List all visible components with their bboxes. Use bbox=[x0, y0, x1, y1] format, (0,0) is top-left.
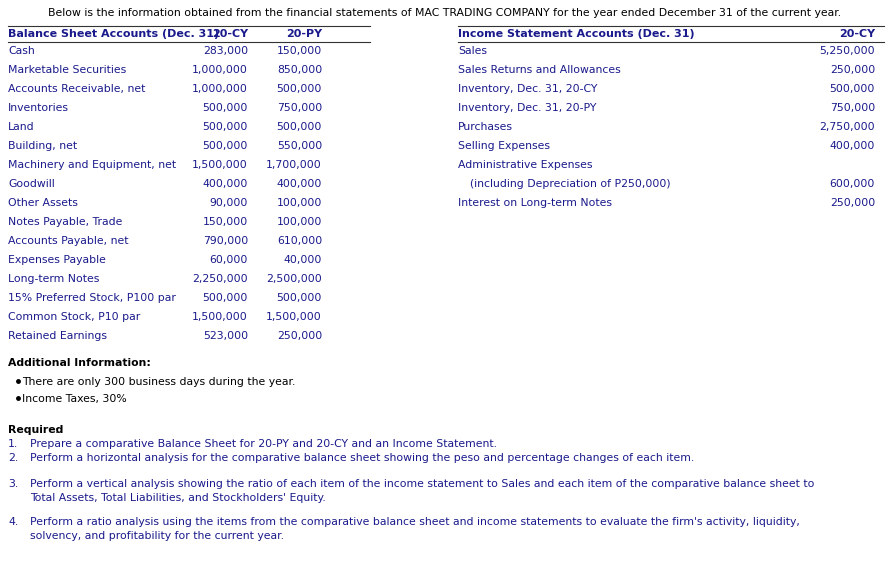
Text: 500,000: 500,000 bbox=[276, 293, 322, 303]
Text: 400,000: 400,000 bbox=[203, 179, 248, 189]
Text: 500,000: 500,000 bbox=[276, 84, 322, 94]
Text: Notes Payable, Trade: Notes Payable, Trade bbox=[8, 217, 123, 227]
Text: Interest on Long-term Notes: Interest on Long-term Notes bbox=[458, 198, 612, 208]
Text: 4.: 4. bbox=[8, 517, 19, 527]
Text: 250,000: 250,000 bbox=[276, 331, 322, 341]
Text: Sales: Sales bbox=[458, 46, 487, 56]
Text: 150,000: 150,000 bbox=[276, 46, 322, 56]
Text: 400,000: 400,000 bbox=[276, 179, 322, 189]
Text: 610,000: 610,000 bbox=[276, 236, 322, 246]
Text: Perform a vertical analysis showing the ratio of each item of the income stateme: Perform a vertical analysis showing the … bbox=[30, 479, 814, 489]
Text: 500,000: 500,000 bbox=[203, 103, 248, 113]
Text: 2,500,000: 2,500,000 bbox=[266, 274, 322, 284]
Text: Long-term Notes: Long-term Notes bbox=[8, 274, 100, 284]
Text: 20-CY: 20-CY bbox=[212, 29, 248, 39]
Text: (including Depreciation of P250,000): (including Depreciation of P250,000) bbox=[470, 179, 670, 189]
Text: 250,000: 250,000 bbox=[829, 198, 875, 208]
Text: 1.: 1. bbox=[8, 439, 19, 449]
Text: Goodwill: Goodwill bbox=[8, 179, 55, 189]
Text: Below is the information obtained from the financial statements of MAC TRADING C: Below is the information obtained from t… bbox=[48, 8, 841, 18]
Text: 1,000,000: 1,000,000 bbox=[192, 84, 248, 94]
Text: 40,000: 40,000 bbox=[284, 255, 322, 265]
Text: Administrative Expenses: Administrative Expenses bbox=[458, 160, 592, 170]
Text: 250,000: 250,000 bbox=[829, 65, 875, 75]
Text: Perform a horizontal analysis for the comparative balance sheet showing the peso: Perform a horizontal analysis for the co… bbox=[30, 453, 694, 463]
Text: Required: Required bbox=[8, 425, 63, 435]
Text: 523,000: 523,000 bbox=[203, 331, 248, 341]
Text: 500,000: 500,000 bbox=[203, 141, 248, 151]
Text: Inventory, Dec. 31, 20-PY: Inventory, Dec. 31, 20-PY bbox=[458, 103, 597, 113]
Text: 500,000: 500,000 bbox=[203, 122, 248, 132]
Text: 1,500,000: 1,500,000 bbox=[266, 312, 322, 322]
Text: Accounts Receivable, net: Accounts Receivable, net bbox=[8, 84, 146, 94]
Text: 1,000,000: 1,000,000 bbox=[192, 65, 248, 75]
Text: 1,700,000: 1,700,000 bbox=[266, 160, 322, 170]
Text: Purchases: Purchases bbox=[458, 122, 513, 132]
Text: 15% Preferred Stock, P100 par: 15% Preferred Stock, P100 par bbox=[8, 293, 176, 303]
Text: Other Assets: Other Assets bbox=[8, 198, 78, 208]
Text: 150,000: 150,000 bbox=[203, 217, 248, 227]
Text: :: : bbox=[55, 425, 59, 435]
Text: 2,750,000: 2,750,000 bbox=[820, 122, 875, 132]
Text: 400,000: 400,000 bbox=[829, 141, 875, 151]
Text: Additional Information:: Additional Information: bbox=[8, 358, 151, 368]
Text: Expenses Payable: Expenses Payable bbox=[8, 255, 106, 265]
Text: Cash: Cash bbox=[8, 46, 35, 56]
Text: Common Stock, P10 par: Common Stock, P10 par bbox=[8, 312, 140, 322]
Text: 3.: 3. bbox=[8, 479, 19, 489]
Text: Building, net: Building, net bbox=[8, 141, 77, 151]
Text: Income Statement Accounts (Dec. 31): Income Statement Accounts (Dec. 31) bbox=[458, 29, 694, 39]
Text: 2,250,000: 2,250,000 bbox=[192, 274, 248, 284]
Text: Selling Expenses: Selling Expenses bbox=[458, 141, 550, 151]
Text: 500,000: 500,000 bbox=[829, 84, 875, 94]
Text: Accounts Payable, net: Accounts Payable, net bbox=[8, 236, 129, 246]
Text: 500,000: 500,000 bbox=[276, 122, 322, 132]
Text: 750,000: 750,000 bbox=[829, 103, 875, 113]
Text: Balance Sheet Accounts (Dec. 31): Balance Sheet Accounts (Dec. 31) bbox=[8, 29, 219, 39]
Text: 550,000: 550,000 bbox=[276, 141, 322, 151]
Text: 20-CY: 20-CY bbox=[839, 29, 875, 39]
Text: Inventories: Inventories bbox=[8, 103, 69, 113]
Text: Inventory, Dec. 31, 20-CY: Inventory, Dec. 31, 20-CY bbox=[458, 84, 597, 94]
Text: 100,000: 100,000 bbox=[276, 217, 322, 227]
Text: 283,000: 283,000 bbox=[203, 46, 248, 56]
Text: There are only 300 business days during the year.: There are only 300 business days during … bbox=[22, 377, 295, 387]
Text: 850,000: 850,000 bbox=[276, 65, 322, 75]
Text: Land: Land bbox=[8, 122, 35, 132]
Text: 500,000: 500,000 bbox=[203, 293, 248, 303]
Text: 600,000: 600,000 bbox=[829, 179, 875, 189]
Text: Sales Returns and Allowances: Sales Returns and Allowances bbox=[458, 65, 621, 75]
Text: 1,500,000: 1,500,000 bbox=[192, 312, 248, 322]
Text: 100,000: 100,000 bbox=[276, 198, 322, 208]
Text: Marketable Securities: Marketable Securities bbox=[8, 65, 126, 75]
Text: solvency, and profitability for the current year.: solvency, and profitability for the curr… bbox=[30, 531, 284, 541]
Text: 5,250,000: 5,250,000 bbox=[820, 46, 875, 56]
Text: Total Assets, Total Liabilities, and Stockholders' Equity.: Total Assets, Total Liabilities, and Sto… bbox=[30, 493, 325, 503]
Text: 60,000: 60,000 bbox=[210, 255, 248, 265]
Text: 750,000: 750,000 bbox=[276, 103, 322, 113]
Text: 90,000: 90,000 bbox=[210, 198, 248, 208]
Text: Machinery and Equipment, net: Machinery and Equipment, net bbox=[8, 160, 176, 170]
Text: 20-PY: 20-PY bbox=[286, 29, 322, 39]
Text: 2.: 2. bbox=[8, 453, 19, 463]
Text: Perform a ratio analysis using the items from the comparative balance sheet and : Perform a ratio analysis using the items… bbox=[30, 517, 800, 527]
Text: 790,000: 790,000 bbox=[203, 236, 248, 246]
Text: Prepare a comparative Balance Sheet for 20-PY and 20-CY and an Income Statement.: Prepare a comparative Balance Sheet for … bbox=[30, 439, 497, 449]
Text: 1,500,000: 1,500,000 bbox=[192, 160, 248, 170]
Text: Income Taxes, 30%: Income Taxes, 30% bbox=[22, 394, 127, 404]
Text: Retained Earnings: Retained Earnings bbox=[8, 331, 107, 341]
